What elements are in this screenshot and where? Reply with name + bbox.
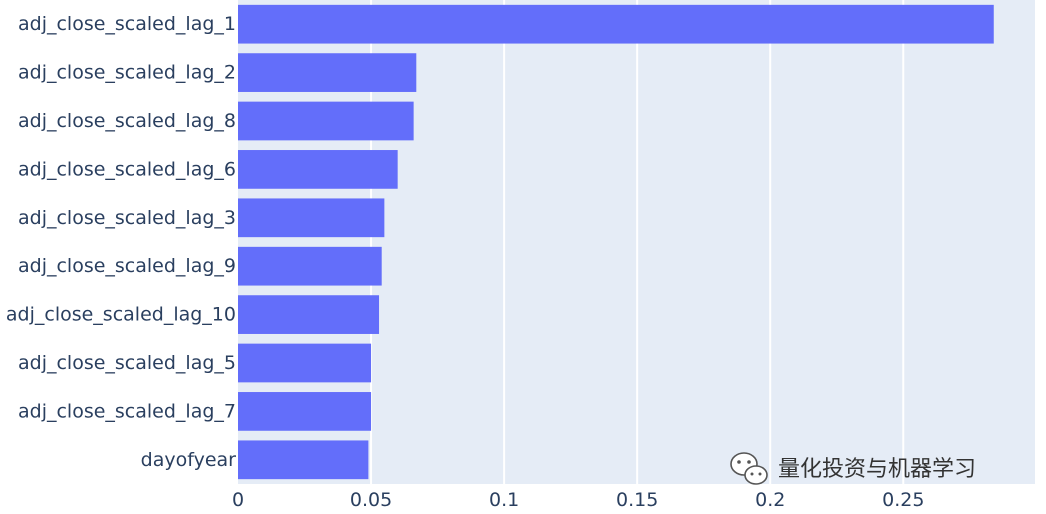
y-tick-label: adj_close_scaled_lag_1	[18, 13, 236, 35]
y-axis-labels: adj_close_scaled_lag_1 adj_close_scaled_l…	[6, 13, 236, 471]
bars	[238, 4, 994, 480]
x-tick-label: 0.05	[350, 489, 392, 511]
x-tick-label: 0.15	[616, 489, 658, 511]
bar-dayofyear[interactable]	[238, 440, 369, 480]
x-tick-label: 0.25	[882, 489, 924, 511]
wechat-icon	[730, 452, 768, 485]
y-tick-label: adj_close_scaled_lag_3	[18, 207, 236, 229]
bar-adj_close_scaled_lag_3[interactable]	[238, 198, 385, 238]
x-tick-label: 0.2	[755, 489, 785, 511]
y-tick-label: adj_close_scaled_lag_8	[18, 110, 236, 132]
watermark: 量化投资与机器学习	[730, 452, 976, 485]
y-tick-label: adj_close_scaled_lag_5	[18, 352, 236, 374]
y-tick-label: adj_close_scaled_lag_9	[18, 255, 236, 277]
bar-adj_close_scaled_lag_7[interactable]	[238, 392, 372, 431]
y-tick-label: adj_close_scaled_lag_6	[18, 158, 236, 180]
bar-adj_close_scaled_lag_6[interactable]	[238, 150, 398, 189]
y-tick-label: adj_close_scaled_lag_10	[6, 304, 236, 326]
bar-adj_close_scaled_lag_2[interactable]	[238, 53, 417, 92]
bar-adj_close_scaled_lag_8[interactable]	[238, 101, 414, 141]
y-tick-label: adj_close_scaled_lag_2	[18, 62, 236, 84]
watermark-text: 量化投资与机器学习	[778, 457, 976, 482]
bar-adj_close_scaled_lag_1[interactable]	[238, 4, 994, 44]
bar-adj_close_scaled_lag_9[interactable]	[238, 246, 382, 286]
x-axis-ticks: 0 0.05 0.1 0.15 0.2 0.25	[232, 489, 924, 511]
x-tick-label: 0	[232, 489, 244, 511]
y-tick-label: dayofyear	[141, 449, 237, 471]
y-tick-label: adj_close_scaled_lag_7	[18, 400, 236, 422]
bar-adj_close_scaled_lag_10[interactable]	[238, 295, 380, 334]
bar-adj_close_scaled_lag_5[interactable]	[238, 343, 372, 383]
x-tick-label: 0.1	[489, 489, 519, 511]
